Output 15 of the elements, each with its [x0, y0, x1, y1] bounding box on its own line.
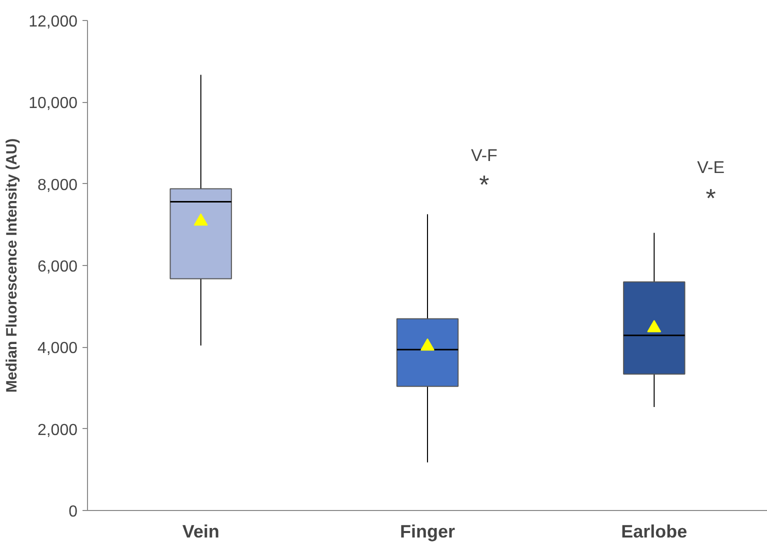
y-tick-label: 8,000	[37, 176, 78, 194]
annotation: *	[479, 170, 490, 200]
x-tick-label: Vein	[182, 522, 220, 542]
x-tick-label: Finger	[400, 522, 456, 542]
y-tick-label: 0	[68, 504, 78, 520]
annotation: V-E	[697, 158, 725, 177]
y-axis-title: Median Fluorescence Intensity (AU)	[4, 138, 21, 393]
x-tick-label: Earlobe	[621, 522, 688, 542]
annotation: V-F	[470, 146, 498, 166]
y-tick-label: 4,000	[37, 340, 78, 358]
y-tick-label: 2,000	[37, 422, 78, 439]
y-tick-label: 12,000	[28, 14, 78, 30]
annotation: *	[706, 183, 716, 214]
y-tick-label: 6,000	[37, 258, 78, 276]
y-tick-label: 10,000	[28, 95, 78, 112]
